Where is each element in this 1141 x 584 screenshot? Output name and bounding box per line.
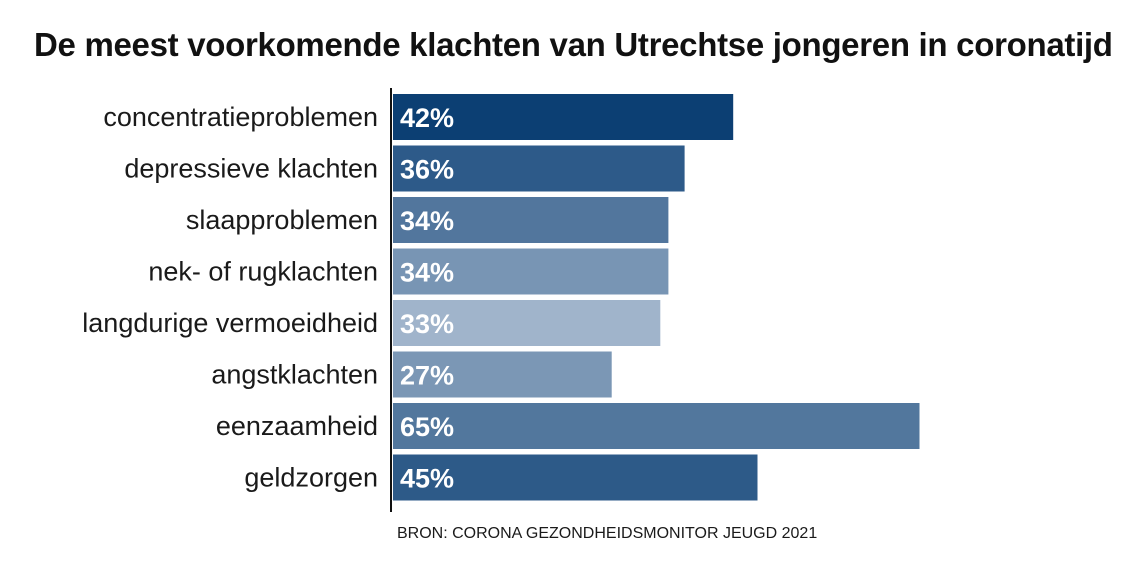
category-label-4: langdurige vermoeidheid [82,308,378,338]
value-label-6: 65% [400,412,454,442]
source-note: BRON: CORONA GEZONDHEIDSMONITOR JEUGD 20… [397,525,818,542]
bar-7 [393,454,758,501]
bars-group: 42% concentratieproblemen 36% depressieve k… [82,94,920,501]
value-label-7: 45% [400,464,454,494]
category-label-2: slaapproblemen [186,205,378,235]
bar-3 [393,248,669,295]
bar-2 [393,197,669,243]
category-label-0: concentratieproblemen [103,102,378,132]
value-label-3: 34% [400,258,454,288]
category-label-3: nek- of rugklachten [148,257,378,287]
category-label-5: angstklachten [211,360,378,390]
bar-0 [393,94,734,140]
value-label-4: 33% [400,309,454,339]
chart-title: De meest voorkomende klachten van Utrech… [34,26,1113,63]
category-label-7: geldzorgen [244,463,378,493]
value-label-5: 27% [400,361,454,391]
bar-6 [393,403,920,449]
category-label-1: depressieve klachten [124,154,378,184]
category-label-6: eenzaamheid [216,411,378,441]
bar-1 [393,145,685,192]
value-label-0: 42% [400,103,454,133]
value-label-2: 34% [400,206,454,236]
bar-4 [393,300,661,346]
value-label-1: 36% [400,155,454,185]
bar-5 [393,351,612,398]
